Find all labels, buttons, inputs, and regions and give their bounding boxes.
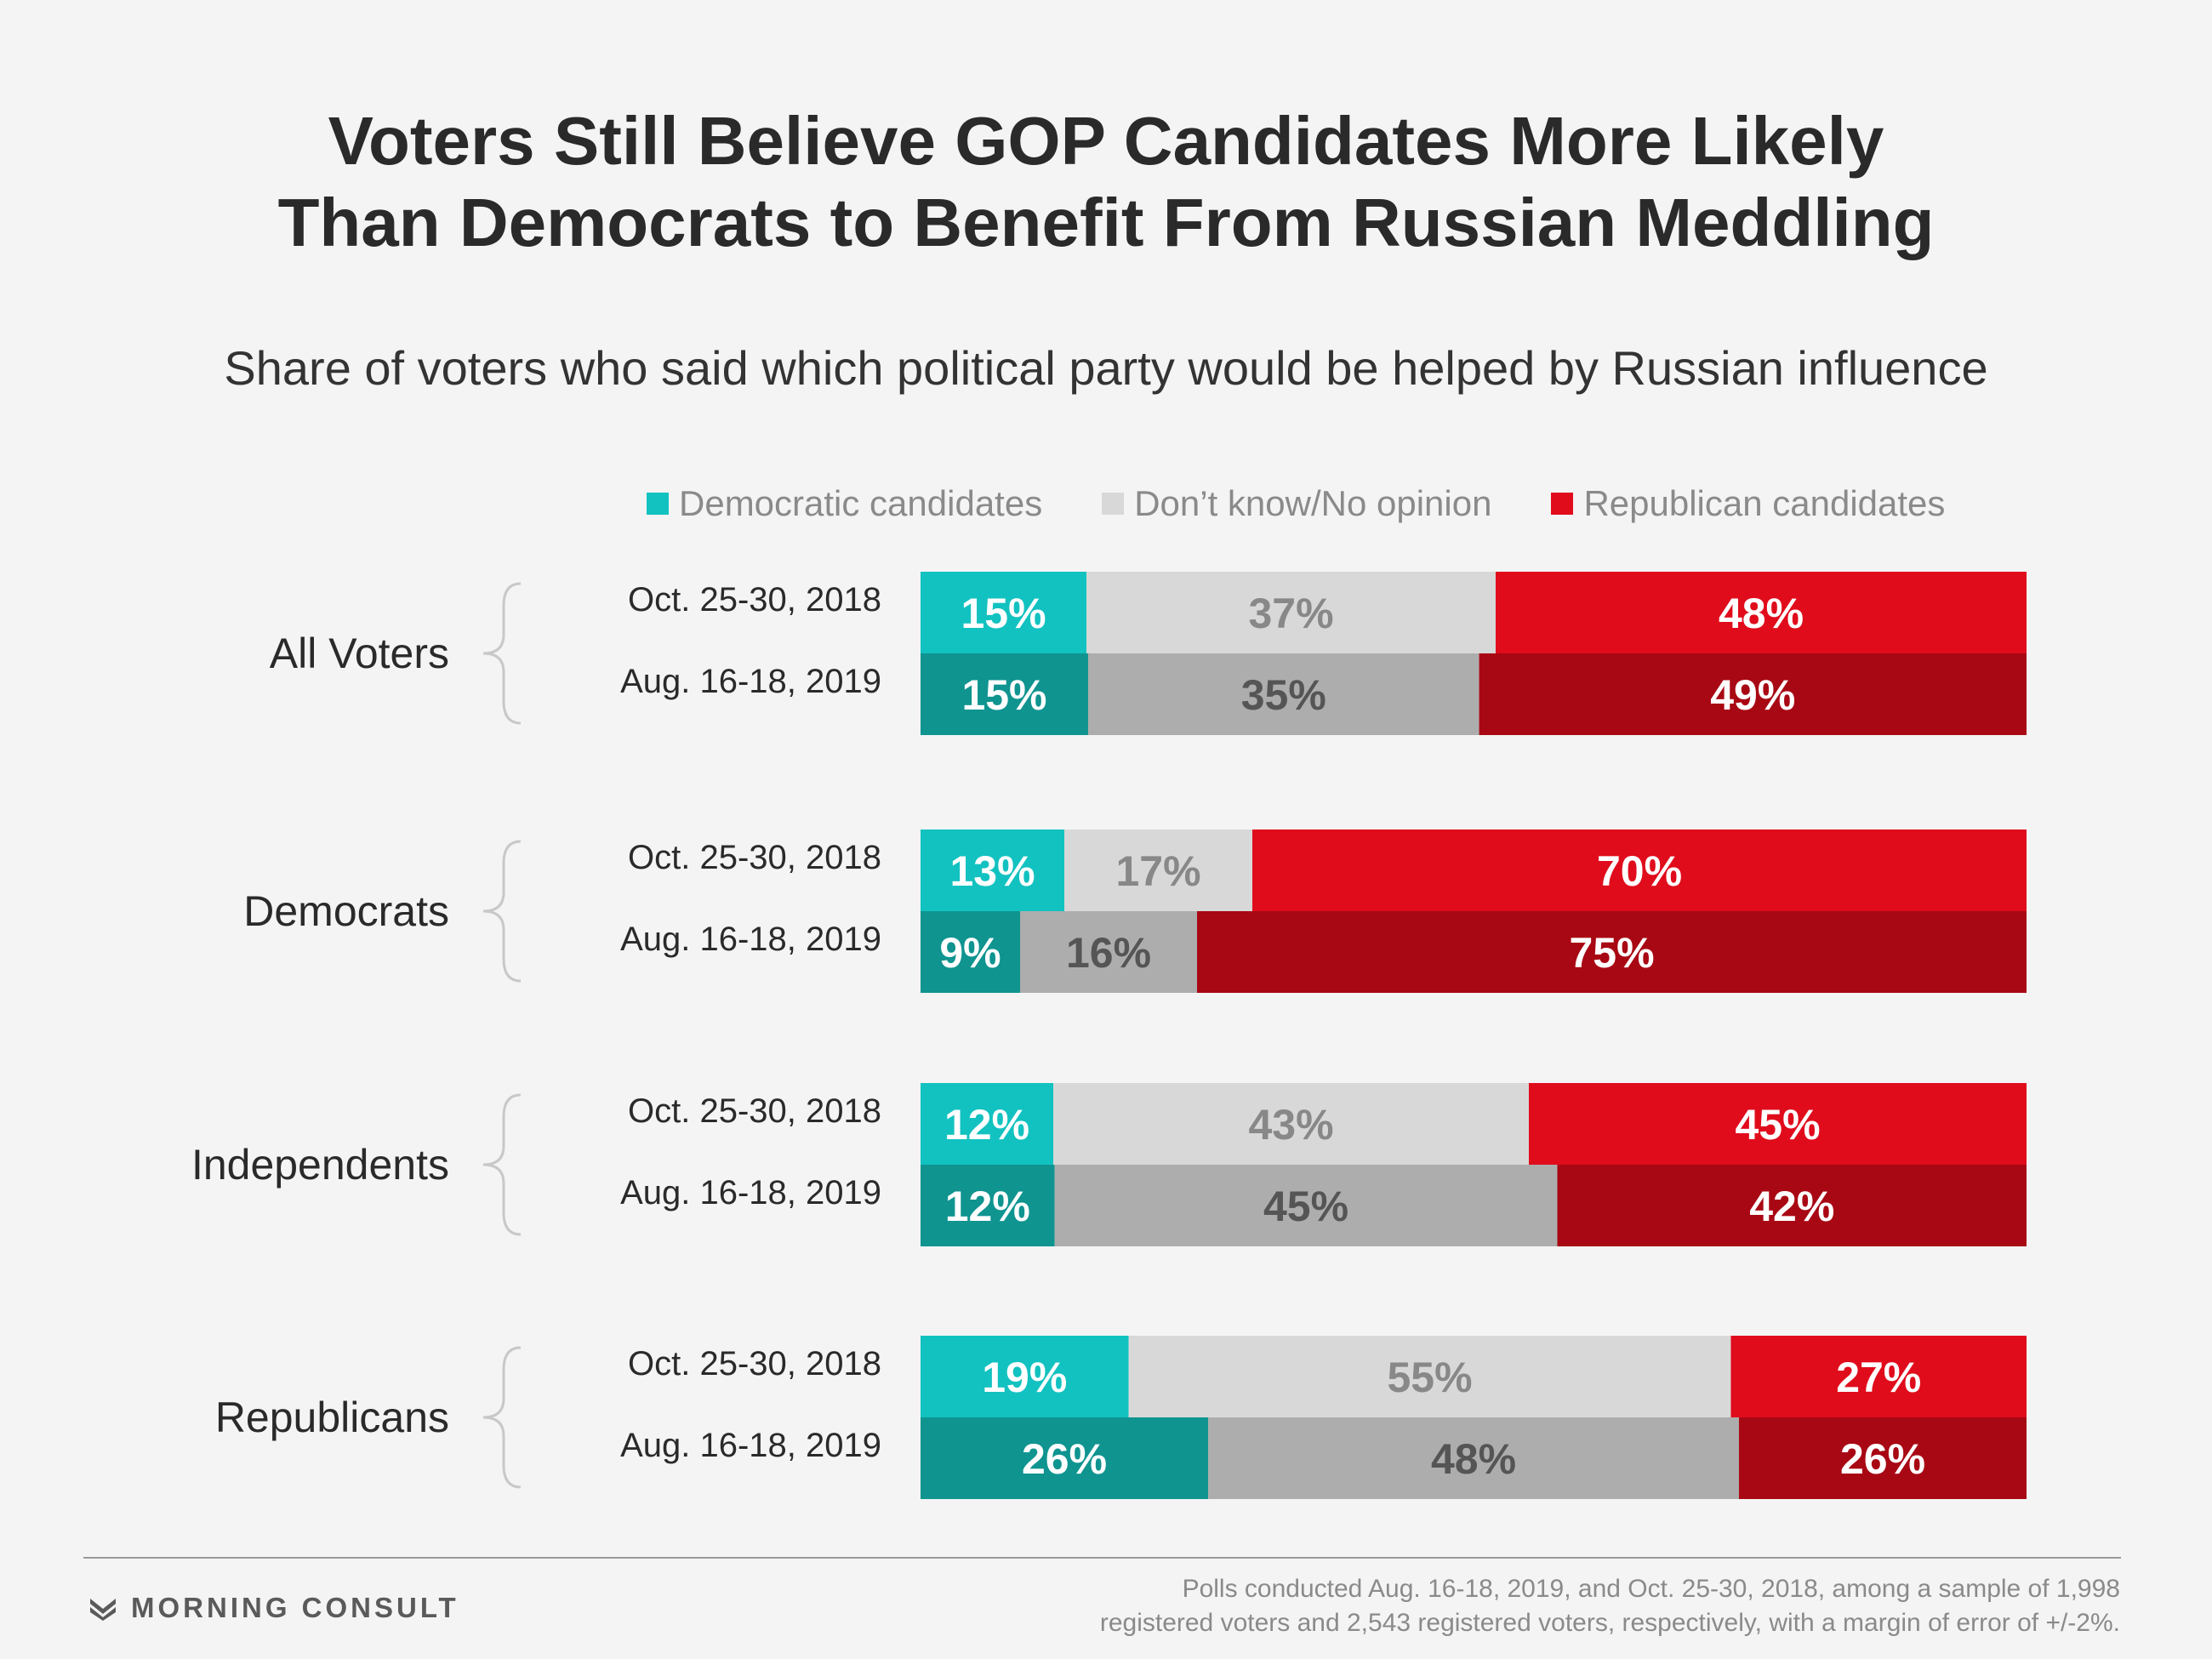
bar-republicans-2018-democratic [921, 1336, 1129, 1417]
bar-label-republicans-2019-republican: 26% [1840, 1435, 1925, 1483]
bar-label-all-voters-2019-dont-know: 35% [1241, 671, 1326, 719]
bar-independents-2018-republican [1529, 1083, 2027, 1165]
bar-label-independents-2018-democratic: 12% [944, 1101, 1029, 1149]
bar-label-independents-2019-republican: 42% [1749, 1183, 1834, 1230]
legend-label-republican: Republican candidates [1583, 483, 1946, 523]
bar-label-independents-2018-dont-know: 43% [1248, 1101, 1333, 1149]
bar-democrats-2019-republican [1197, 911, 2027, 993]
bar-all-voters-2019-dont-know [1087, 653, 1479, 735]
bar-republicans-2018-dont-know [1128, 1336, 1731, 1417]
legend-item-democratic: Democratic candidates [647, 483, 1042, 524]
bar-label-republicans-2018-democratic: 19% [982, 1354, 1067, 1401]
chart-title-line-2: Than Democrats to Benefit From Russian M… [277, 185, 1935, 260]
footnote-line-1: Polls conducted Aug. 16-18, 2019, and Oc… [1182, 1575, 2120, 1603]
brace-independents [482, 1093, 522, 1236]
footnote: Polls conducted Aug. 16-18, 2019, and Oc… [844, 1572, 2120, 1640]
bar-label-independents-2018-republican: 45% [1735, 1101, 1820, 1149]
period-label-democrats-2019: Aug. 16-18, 2019 [620, 921, 881, 958]
footnote-line-2: registered voters and 2,543 registered v… [1099, 1609, 2120, 1637]
bar-republicans-2019-republican [1739, 1417, 2027, 1499]
brand-name: MORNING CONSULT [131, 1592, 459, 1623]
period-label-independents-2018: Oct. 25-30, 2018 [628, 1092, 881, 1130]
legend-item-dont-know: Don’t know/No opinion [1102, 483, 1491, 524]
chart-title: Voters Still Believe GOP Candidates More… [0, 100, 2212, 264]
bar-label-democrats-2018-dont-know: 17% [1115, 847, 1200, 895]
bar-label-democrats-2019-republican: 75% [1569, 929, 1654, 977]
bar-label-all-voters-2019-democratic: 15% [961, 671, 1046, 719]
bar-democrats-2018-democratic [921, 830, 1064, 911]
bar-independents-2019-dont-know [1054, 1165, 1558, 1246]
bar-republicans-2019-dont-know [1208, 1417, 1739, 1499]
chart-legend: Democratic candidates Don’t know/No opin… [647, 478, 1945, 529]
brace-republicans [482, 1346, 522, 1489]
bar-label-independents-2019-democratic: 12% [945, 1183, 1030, 1230]
legend-swatch-democratic [647, 493, 669, 515]
period-label-all-voters-2018: Oct. 25-30, 2018 [628, 581, 881, 619]
bar-label-republicans-2018-dont-know: 55% [1387, 1354, 1472, 1401]
chart-subtitle: Share of voters who said which political… [224, 341, 1988, 395]
bar-republicans-2019-democratic [921, 1417, 1208, 1499]
bar-independents-2019-republican [1557, 1165, 2027, 1246]
legend-label-democratic: Democratic candidates [679, 483, 1043, 523]
legend-label-dont-know: Don’t know/No opinion [1134, 483, 1492, 523]
morning-consult-logo-icon [90, 1599, 116, 1621]
bar-label-all-voters-2019-republican: 49% [1710, 671, 1795, 719]
bar-label-all-voters-2018-dont-know: 37% [1248, 590, 1333, 637]
period-label-democrats-2018: Oct. 25-30, 2018 [628, 839, 881, 876]
period-label-all-voters-2019: Aug. 16-18, 2019 [620, 663, 881, 700]
bar-label-republicans-2018-republican: 27% [1836, 1354, 1921, 1401]
bar-all-voters-2019-democratic [921, 653, 1088, 735]
bar-label-all-voters-2018-democratic: 15% [961, 590, 1046, 637]
bar-all-voters-2018-republican [1496, 572, 2027, 653]
group-label-independents: Independents [191, 1141, 449, 1189]
bar-democrats-2019-democratic [921, 911, 1020, 993]
bar-label-all-voters-2018-republican: 48% [1719, 590, 1804, 637]
legend-swatch-dont-know [1102, 493, 1125, 515]
bar-all-voters-2019-republican [1479, 653, 2027, 735]
group-label-all-voters: All Voters [270, 630, 449, 677]
bar-label-democrats-2018-republican: 70% [1597, 847, 1682, 895]
bar-independents-2018-democratic [921, 1083, 1053, 1165]
bar-label-democrats-2019-democratic: 9% [939, 929, 1001, 977]
bar-all-voters-2018-dont-know [1086, 572, 1496, 653]
bar-label-democrats-2018-democratic: 13% [949, 847, 1035, 895]
bar-republicans-2018-republican [1730, 1336, 2027, 1417]
brace-all-voters [482, 582, 522, 725]
group-label-republicans: Republicans [215, 1394, 449, 1441]
legend-swatch-republican [1551, 493, 1574, 515]
group-label-democrats: Democrats [243, 887, 449, 935]
bar-democrats-2018-republican [1252, 830, 2027, 911]
bar-independents-2018-dont-know [1053, 1083, 1529, 1165]
brace-democrats [482, 840, 522, 983]
bar-label-republicans-2019-dont-know: 48% [1431, 1435, 1516, 1483]
bar-democrats-2019-dont-know [1020, 911, 1197, 993]
brand-logo: MORNING CONSULT [88, 1591, 459, 1625]
bar-all-voters-2018-democratic [921, 572, 1086, 653]
bar-democrats-2018-dont-know [1064, 830, 1252, 911]
bar-label-republicans-2019-democratic: 26% [1022, 1435, 1107, 1483]
bar-independents-2019-democratic [921, 1165, 1055, 1246]
bar-label-independents-2019-dont-know: 45% [1263, 1183, 1348, 1230]
footer-divider [83, 1557, 2121, 1559]
legend-item-republican: Republican candidates [1551, 483, 1945, 524]
period-label-republicans-2019: Aug. 16-18, 2019 [620, 1427, 881, 1464]
chart-title-line-1: Voters Still Believe GOP Candidates More… [328, 103, 1884, 179]
bar-label-democrats-2019-dont-know: 16% [1066, 929, 1151, 977]
period-label-independents-2019: Aug. 16-18, 2019 [620, 1174, 881, 1211]
period-label-republicans-2018: Oct. 25-30, 2018 [628, 1345, 881, 1382]
